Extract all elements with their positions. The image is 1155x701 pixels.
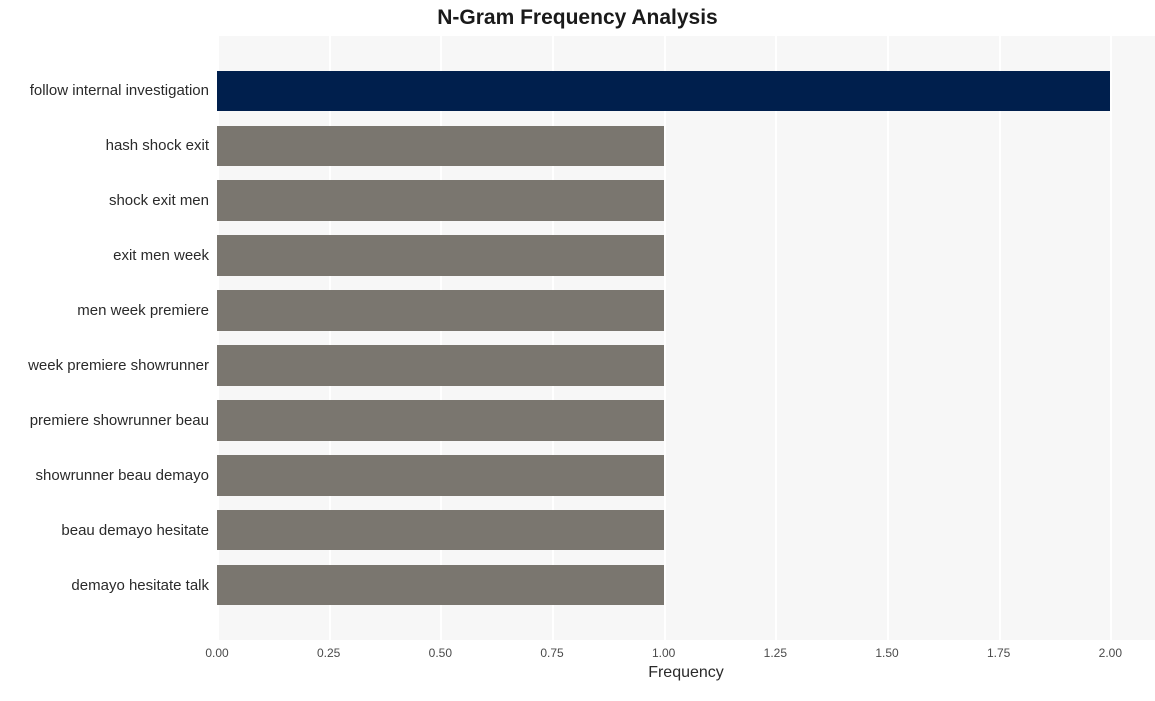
bar-row [217, 63, 1155, 118]
x-ticks: Frequency 0.000.250.500.751.001.251.501.… [217, 640, 1155, 682]
ngram-chart: N-Gram Frequency Analysis follow interna… [0, 0, 1155, 701]
bar [217, 71, 1110, 112]
x-tick-label: 0.75 [540, 646, 563, 660]
bar [217, 565, 664, 606]
bar-row [217, 503, 1155, 558]
bar-row [217, 448, 1155, 503]
x-tick-label: 2.00 [1099, 646, 1122, 660]
x-tick-label: 1.00 [652, 646, 675, 660]
bar-row [217, 118, 1155, 173]
x-axis-title: Frequency [648, 664, 724, 682]
y-tick-label: week premiere showrunner [0, 338, 217, 393]
bar-row [217, 283, 1155, 338]
y-tick-label: hash shock exit [0, 118, 217, 173]
x-tick-label: 1.25 [764, 646, 787, 660]
plot-row: follow internal investigationhash shock … [0, 36, 1155, 640]
bar-row [217, 228, 1155, 283]
x-tick-label: 0.50 [429, 646, 452, 660]
bar [217, 126, 664, 167]
y-tick-label: men week premiere [0, 283, 217, 338]
y-tick-label: beau demayo hesitate [0, 503, 217, 558]
bar-row [217, 393, 1155, 448]
y-tick-label: exit men week [0, 228, 217, 283]
bar [217, 345, 664, 386]
bars-layer [217, 36, 1155, 640]
bar-row [217, 173, 1155, 228]
x-tick-label: 1.75 [987, 646, 1010, 660]
x-tick-label: 0.25 [317, 646, 340, 660]
bar-row [217, 338, 1155, 393]
y-tick-label: follow internal investigation [0, 63, 217, 118]
bar [217, 400, 664, 441]
bar [217, 510, 664, 551]
plot-area [217, 36, 1155, 640]
plot-inner [217, 36, 1155, 640]
bar [217, 455, 664, 496]
bar [217, 235, 664, 276]
bar [217, 290, 664, 331]
bar [217, 180, 664, 221]
x-axis: Frequency 0.00 0.25 0.50 0.75 1.00 1.25 1.50 1.… [0, 640, 1155, 682]
y-tick-label: demayo hesitate talk [0, 558, 217, 613]
x-tick-label: 0.00 [205, 646, 228, 660]
x-tick-label: 1.50 [875, 646, 898, 660]
y-tick-label: premiere showrunner beau [0, 393, 217, 448]
bar-row [217, 558, 1155, 613]
chart-title: N-Gram Frequency Analysis [0, 6, 1155, 30]
y-tick-label: showrunner beau demayo [0, 448, 217, 503]
y-tick-label: shock exit men [0, 173, 217, 228]
y-axis-labels: follow internal investigationhash shock … [0, 36, 217, 640]
